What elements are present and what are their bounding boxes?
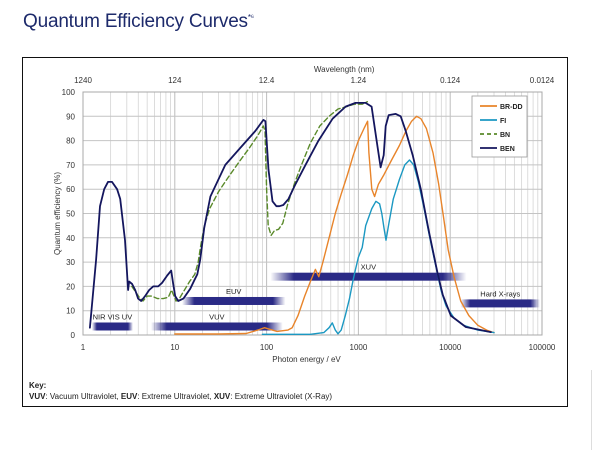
series-line-ben [89, 102, 492, 333]
spectral-bands: NIR VIS UV VUV EUV XUV Hard X-rays [91, 263, 540, 331]
page-title-text: Quantum Efficiency Curves [23, 11, 248, 32]
band-label: EUV [226, 287, 241, 296]
legend-label-bn: BN [500, 132, 510, 139]
x-tick-label: 1000 [350, 343, 368, 352]
band-label: Hard X-rays [480, 289, 520, 298]
y-tick-label: 50 [66, 210, 75, 219]
y-tick-label: 60 [66, 185, 75, 194]
x2-tick-label: 124 [168, 76, 182, 85]
band-bar [91, 322, 133, 331]
key-text-euv: : Extreme Ultraviolet, [137, 392, 214, 401]
y-tick-label: 40 [66, 234, 75, 243]
title-footnote-marker: *⁶ [247, 13, 254, 22]
y-tick-label: 90 [66, 112, 75, 121]
band-label: VUV [209, 312, 224, 321]
x-axis-title: Photon energy / eV [272, 355, 341, 364]
band-bar [182, 296, 286, 305]
key-abbr-xuv: XUV [213, 392, 231, 401]
x2-tick-label: 0.124 [440, 76, 461, 85]
y-tick-label: 80 [66, 137, 75, 146]
y-tick-label: 70 [66, 161, 75, 170]
x2-tick-label: 12.4 [259, 76, 275, 85]
band-bar [460, 299, 540, 308]
band-label: XUV [361, 263, 376, 272]
x-tick-label: 100 [260, 343, 274, 352]
adjacent-panel-edge [591, 370, 600, 450]
x-tick-label: 10000 [439, 343, 462, 352]
key-abbr-vuv: VUV [29, 392, 46, 401]
series-line-br-dd [174, 115, 495, 335]
key-text-xuv: : Extreme Ultraviolet (X-Ray) [230, 392, 333, 401]
key-abbr-euv: EUV [120, 392, 138, 401]
legend-label-br-dd: BR-DD [500, 104, 523, 111]
x2-axis-title: Wavelength (nm) [314, 65, 375, 74]
y-tick-label: 100 [62, 88, 76, 97]
legend: BR-DD FI BN BEN [471, 95, 528, 158]
y-tick-label: 20 [66, 282, 75, 291]
chart-key: Key: VUV: Vacuum Ultraviolet, EUV: Extre… [29, 380, 332, 402]
series-line-bn [131, 101, 368, 302]
y-axis-title: Quantum efficiency (%) [53, 172, 62, 255]
key-heading: Key: [29, 381, 47, 390]
key-line: VUV: Vacuum Ultraviolet, EUV: Extreme Ul… [29, 391, 332, 402]
y-tick-label: 10 [66, 307, 75, 316]
x-tick-label: 10 [170, 343, 179, 352]
chart-frame [22, 57, 568, 407]
band-bar [270, 272, 467, 281]
x-tick-label: 100000 [529, 343, 556, 352]
band-label: NIR VIS UV [93, 312, 133, 321]
y-tick-label: 30 [66, 258, 75, 267]
x2-tick-label: 1240 [74, 76, 92, 85]
y-tick-label: 0 [71, 331, 76, 340]
x2-tick-label: 1.24 [351, 76, 367, 85]
x-tick-label: 1 [81, 343, 86, 352]
page-title: Quantum Efficiency Curves*⁶ [23, 11, 254, 33]
legend-label-fi: FI [500, 118, 506, 125]
x2-tick-label: 0.0124 [530, 76, 555, 85]
plot-area-border [82, 91, 543, 336]
legend-label-ben: BEN [500, 146, 515, 153]
band-bar [150, 322, 283, 331]
key-text-vuv: : Vacuum Ultraviolet, [45, 392, 121, 401]
